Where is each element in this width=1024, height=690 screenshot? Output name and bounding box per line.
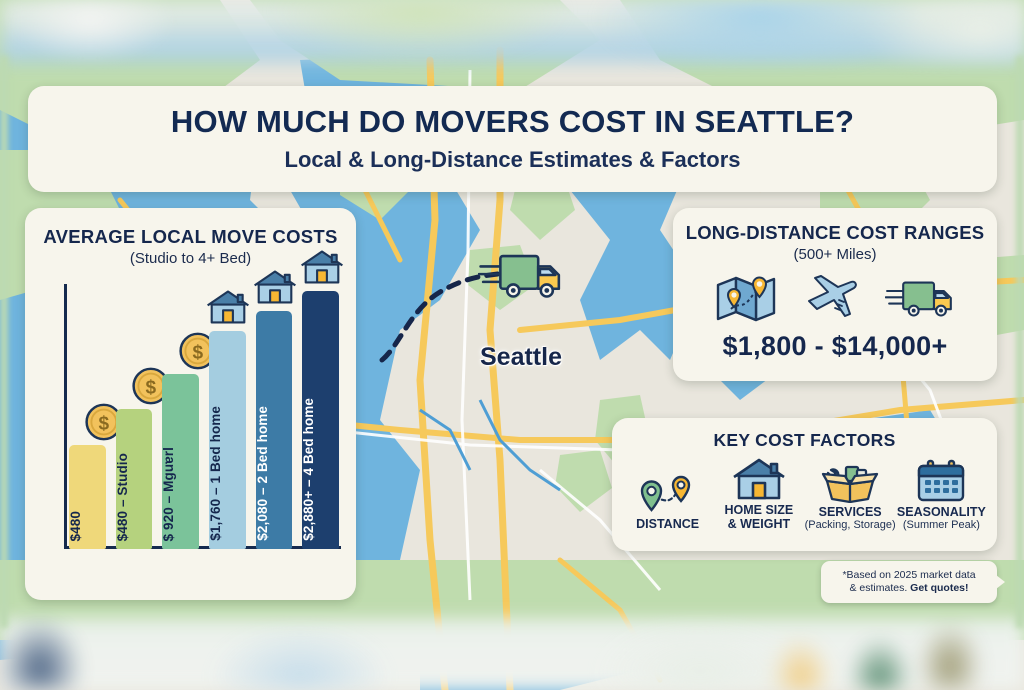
bar-label: $1,760 – 1 Bed home [208, 406, 224, 541]
map-pin-route-icon [716, 276, 776, 322]
page-subtitle: Local & Long-Distance Estimates & Factor… [284, 147, 741, 172]
house-icon [300, 249, 343, 291]
factor-seasonality: SEASONALITY (Summer Peak) [896, 459, 987, 532]
frame-edge-right [1016, 56, 1024, 628]
bar: $2,880+ – 4 Bed home [301, 291, 340, 549]
factor-label: HOME SIZE & WEIGHT [713, 503, 804, 532]
coin-icon: $ [130, 365, 172, 407]
title-card: HOW MUCH DO MOVERS COST IN SEATTLE? Loca… [28, 86, 997, 192]
bar-label: $480 [68, 510, 83, 541]
house-icon [713, 457, 804, 501]
long-distance-title: LONG-DISTANCE COST RANGES [685, 222, 985, 243]
chart-x-axis [64, 546, 341, 549]
blur-band-top-tint [0, 0, 1024, 64]
factor-distance: DISTANCE [622, 471, 713, 532]
factor-label: DISTANCE [636, 516, 700, 531]
footnote-line1: *Based on 2025 market data [842, 568, 976, 581]
city-label-seattle: Seattle [480, 343, 562, 371]
bar-item: $1,760 – 1 Bed home [206, 289, 250, 549]
blur-band-bottom-tint [0, 618, 1024, 690]
bar-label: $480 – Studio [114, 452, 130, 541]
bar: $1,760 – 1 Bed home [208, 331, 246, 549]
house-icon [253, 269, 296, 311]
factor-note: (Summer Peak) [902, 519, 980, 532]
bar-item: $ $ 920 – Mguɐrl [161, 291, 216, 549]
bar-item: $2,080 – 2 Bed home [254, 270, 296, 549]
moving-truck-icon [478, 254, 561, 298]
airplane-icon [808, 275, 857, 317]
get-quotes-link[interactable]: Get quotes! [910, 582, 969, 594]
svg-text:$: $ [192, 343, 203, 364]
bar-label: $2,880+ – 4 Bed home [301, 398, 317, 541]
factor-label: SERVICES [818, 504, 882, 519]
long-distance-price-range: $1,800 - $14,000+ [722, 331, 948, 361]
frame-edge-left [0, 56, 8, 628]
bar: $480 – Studio [114, 409, 153, 549]
chart-title: AVERAGE LOCAL MOVE COSTS [43, 226, 338, 247]
factor-services: SERVICES (Packing, Storage) [805, 459, 896, 532]
long-distance-cost-card: LONG-DISTANCE COST RANGES (500+ Miles) [673, 208, 997, 381]
long-distance-icon-row [673, 271, 997, 325]
factor-label-line1: HOME SIZE [724, 503, 794, 517]
factor-note: (Packing, Storage) [804, 519, 896, 532]
calendar-icon [896, 459, 987, 503]
dashed-route-icon [379, 271, 501, 363]
footnote-line2-plain: & estimates. [849, 582, 911, 594]
key-factors-title: KEY COST FACTORS [713, 430, 896, 450]
map-pin-route-icon [622, 471, 713, 515]
bar-label: $2,080 – 2 Bed home [254, 406, 270, 541]
page-title: HOW MUCH DO MOVERS COST IN SEATTLE? [170, 104, 855, 139]
bar: $2,080 – 2 Bed home [254, 311, 293, 549]
bar: $480 [68, 445, 106, 549]
key-cost-factors-card: KEY COST FACTORS DISTANCE [612, 418, 997, 551]
bar-item: $2,880+ – 4 Bed home [300, 250, 343, 549]
bar: $ 920 – Mguɐrl [161, 374, 200, 549]
svg-text:$: $ [145, 378, 156, 399]
long-distance-subtitle: (500+ Miles) [793, 246, 877, 263]
house-icon [206, 289, 250, 331]
chart-subtitle: (Studio to 4+ Bed) [129, 250, 252, 267]
coin-icon: $ [83, 401, 125, 443]
footnote-bubble[interactable]: *Based on 2025 market data & estimates. … [821, 561, 1005, 603]
bar-series: $ $480 $ $480 – Studio $ $ 920 – Mguɐrl … [68, 250, 343, 549]
factor-home-size: HOME SIZE & WEIGHT [713, 457, 804, 532]
svg-text:$: $ [99, 414, 110, 435]
bar-label: $ 920 – Mguɐrl [161, 446, 177, 541]
bar-item: $ $480 – Studio [114, 291, 170, 549]
factor-label: SEASONALITY [896, 504, 986, 519]
moving-truck-icon [885, 281, 952, 317]
bar-item: $ $480 [68, 291, 123, 549]
key-factors-row: DISTANCE HOME SIZE & [612, 457, 997, 532]
factor-label-line2: & WEIGHT [727, 516, 791, 531]
bar-chart-plot: $ $480 $ $480 – Studio $ $ 920 – Mguɐrl … [39, 250, 343, 560]
chart-y-axis [64, 284, 67, 549]
footnote-text: *Based on 2025 market data & estimates. … [836, 569, 981, 595]
packing-box-icon [805, 459, 896, 503]
local-move-costs-card: AVERAGE LOCAL MOVE COSTS (Studio to 4+ B… [25, 208, 356, 600]
